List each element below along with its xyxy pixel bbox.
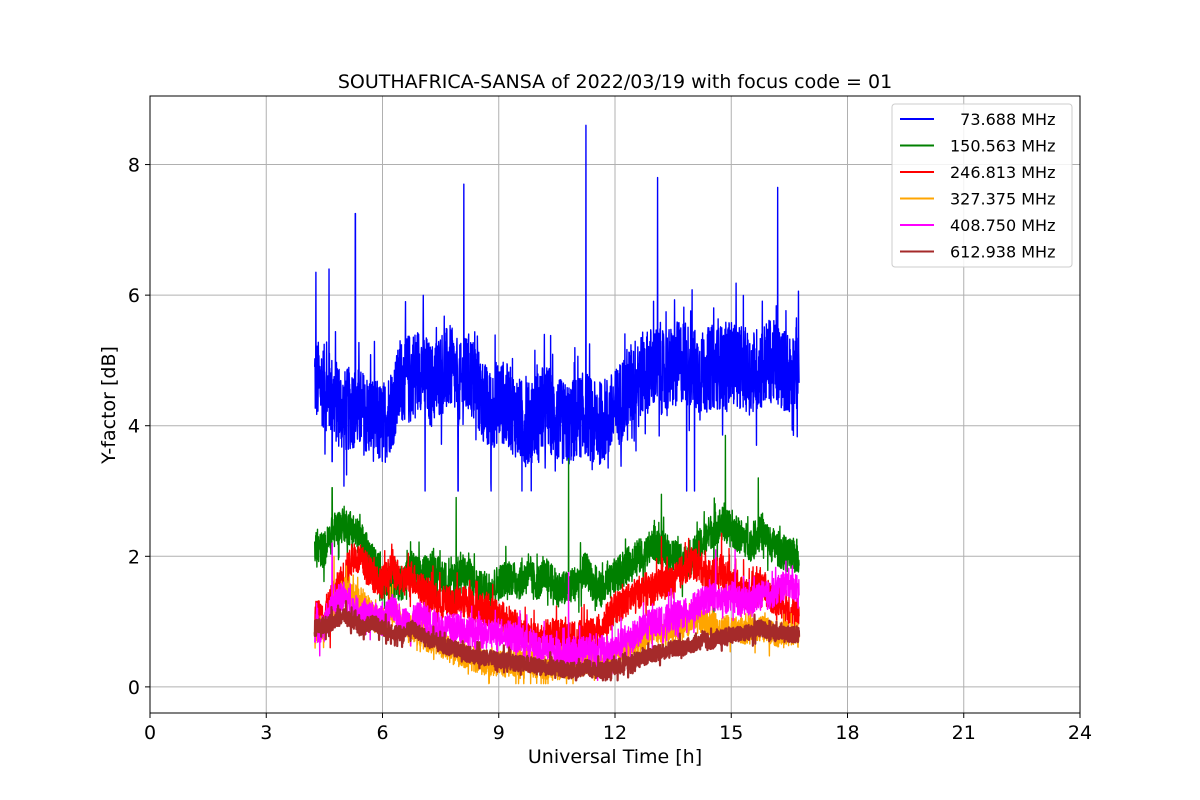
legend-entry: 612.938 MHz (950, 243, 1055, 262)
legend-entry: 150.563 MHz (950, 137, 1055, 156)
series-line (313, 124, 800, 492)
y-axis-label: Y-factor [dB] (98, 346, 120, 465)
legend-entry: 327.375 MHz (950, 190, 1055, 209)
y-axis: 0 2 4 6 8 (128, 155, 150, 699)
x-tick-label: 15 (719, 722, 743, 744)
x-tick-label: 0 (144, 722, 156, 744)
x-tick-label: 6 (376, 722, 388, 744)
legend-entry: 246.813 MHz (950, 163, 1055, 182)
y-tick-label: 8 (128, 155, 140, 177)
series-line (313, 599, 801, 682)
x-tick-label: 9 (493, 722, 505, 744)
legend-entry: 408.750 MHz (950, 216, 1055, 235)
y-tick-label: 6 (128, 285, 140, 307)
x-tick-label: 18 (835, 722, 859, 744)
series-line (313, 542, 800, 682)
legend-entry: 73.688 MHz (950, 110, 1055, 129)
x-tick-label: 24 (1068, 722, 1092, 744)
series-group (313, 124, 801, 685)
legend-frame (891, 103, 1073, 268)
y-tick-label: 2 (128, 546, 140, 568)
x-tick-label: 21 (952, 722, 976, 744)
legend: 73.688 MHz 150.563 MHz 246.813 MHz 327.375 … (891, 103, 1073, 268)
x-axis: 0 3 6 9 12 15 18 21 24 (144, 713, 1092, 744)
y-tick-label: 0 (128, 677, 140, 699)
x-tick-label: 3 (260, 722, 272, 744)
y-tick-label: 4 (128, 416, 140, 438)
x-axis-label: Universal Time [h] (528, 746, 702, 768)
chart-title: SOUTHAFRICA-SANSA of 2022/03/19 with foc… (338, 71, 892, 93)
x-tick-label: 12 (603, 722, 627, 744)
series-line (313, 532, 800, 649)
